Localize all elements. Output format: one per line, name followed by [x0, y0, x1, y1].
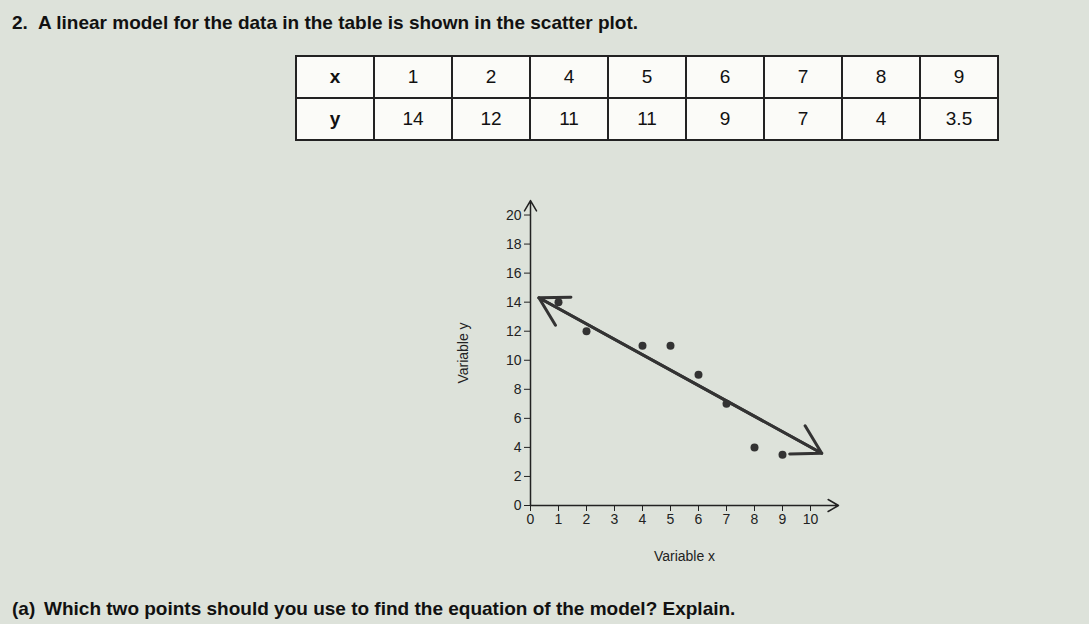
svg-text:8: 8 — [751, 511, 759, 527]
svg-text:4: 4 — [639, 511, 647, 527]
html-text:12: 12 — [480, 108, 502, 129]
html-text:8: 8 — [875, 66, 887, 87]
svg-text:Variable y: Variable y — [455, 322, 471, 383]
html-text:2.: 2. — [12, 12, 28, 33]
html-text:4: 4 — [875, 108, 887, 129]
svg-text:Variable x: Variable x — [654, 548, 715, 564]
svg-text:0: 0 — [527, 511, 535, 527]
svg-text:16: 16 — [506, 265, 522, 281]
svg-text:8: 8 — [514, 381, 522, 397]
html-text:y: y — [329, 108, 341, 129]
svg-text:2: 2 — [514, 468, 522, 484]
html-text:9: 9 — [719, 108, 731, 129]
html-text:6: 6 — [719, 66, 731, 87]
svg-text:2: 2 — [583, 511, 591, 527]
html-text:7: 7 — [797, 66, 809, 87]
svg-text:12: 12 — [506, 323, 522, 339]
html-text:1: 1 — [407, 66, 419, 87]
svg-text:3: 3 — [611, 511, 619, 527]
svg-text:5: 5 — [667, 511, 675, 527]
svg-text:18: 18 — [506, 236, 522, 252]
svg-text:10: 10 — [803, 511, 819, 527]
html-text:11: 11 — [559, 108, 579, 129]
html-text:(a): (a) — [12, 598, 36, 619]
html-text:A linear model for the data in: A linear model for the data in the table… — [38, 12, 638, 33]
html-text:3.5: 3.5 — [945, 108, 973, 129]
svg-text:6: 6 — [695, 511, 703, 527]
svg-text:10: 10 — [506, 352, 522, 368]
html-text:11: 11 — [637, 108, 657, 129]
html-text:Which two points should you us: Which two points should you use to find … — [44, 598, 736, 619]
html-text:7: 7 — [797, 108, 809, 129]
svg-text:14: 14 — [506, 294, 522, 310]
html-text:9: 9 — [953, 66, 965, 87]
svg-text:20: 20 — [506, 207, 522, 223]
svg-text:4: 4 — [514, 439, 522, 455]
html-text:14: 14 — [402, 108, 424, 129]
svg-text:6: 6 — [514, 410, 522, 426]
svg-text:7: 7 — [723, 511, 731, 527]
html-text:2: 2 — [485, 66, 497, 87]
svg-text:0: 0 — [514, 497, 522, 513]
html-text:x: x — [329, 66, 341, 87]
svg-text:9: 9 — [779, 511, 787, 527]
html-text:5: 5 — [641, 66, 653, 87]
svg-text:1: 1 — [555, 511, 563, 527]
html-text:4: 4 — [563, 66, 575, 87]
